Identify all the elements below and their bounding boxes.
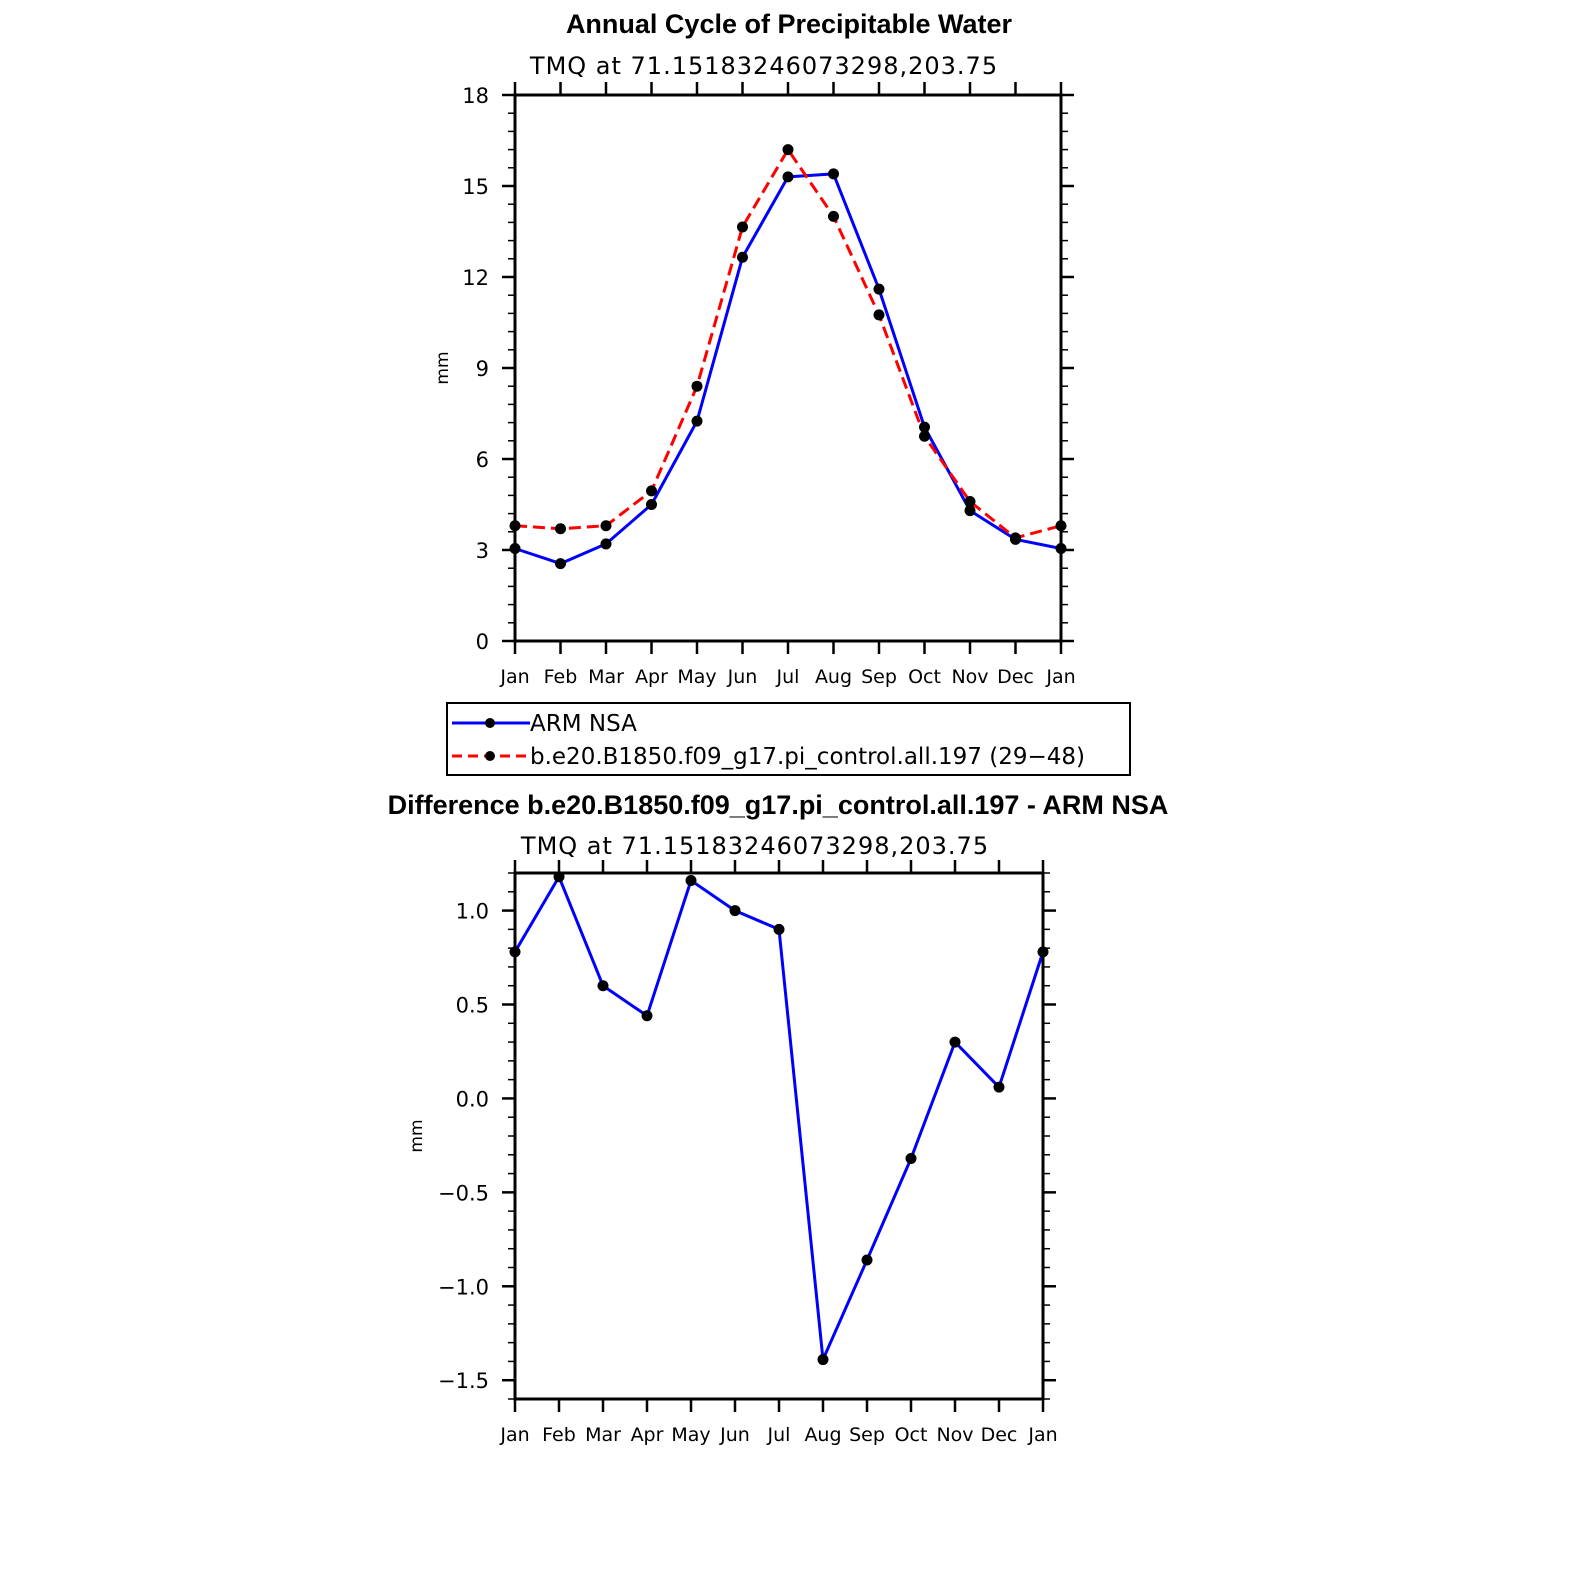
data-point — [691, 415, 703, 427]
data-point — [729, 905, 741, 917]
x-tick-label: Oct — [895, 1424, 928, 1446]
chart-subtitle: TMQ at 71.15183246073298,203.75 — [520, 832, 989, 860]
annual-cycle-panel: Annual Cycle of Precipitable Water TMQ a… — [433, 9, 1131, 776]
data-point — [828, 168, 839, 180]
x-tick-label: May — [671, 1424, 710, 1446]
y-tick-label: −1.0 — [438, 1275, 489, 1299]
difference-panel: Difference b.e20.B1850.f09_g17.pi_contro… — [388, 790, 1169, 1446]
data-point — [1010, 532, 1021, 544]
legend-label-arm-nsa: ARM NSA — [530, 711, 637, 737]
y-tick-label: −1.5 — [438, 1369, 489, 1393]
data-point — [905, 1153, 917, 1165]
series-line-1 — [514, 148, 1062, 540]
legend: ARM NSA b.e20.B1850.f09_g17.pi_control.a… — [446, 702, 1131, 776]
series-line-0 — [513, 875, 1045, 1361]
data-point — [600, 538, 612, 550]
y-tick-label: 6 — [476, 448, 489, 472]
data-point — [773, 923, 785, 935]
y-tick-label: 1.0 — [456, 900, 489, 924]
x-tick-label: Dec — [981, 1424, 1018, 1446]
x-tick-label: Feb — [544, 666, 578, 688]
x-tick-label: Sep — [849, 1424, 885, 1446]
axis-ticks: Jan Feb Mar Apr May Jun Jul Aug Sep Oct Nov Dec Jan 0… — [462, 82, 1076, 688]
legend-marker-arm-nsa — [485, 718, 495, 728]
x-tick-label: Feb — [542, 1424, 576, 1446]
data-point — [597, 980, 609, 992]
data-point — [949, 1036, 961, 1048]
series-line-0 — [514, 172, 1062, 566]
data-point — [737, 221, 748, 233]
y-tick-label: 0.5 — [456, 994, 489, 1018]
x-tick-label: Apr — [631, 1424, 664, 1446]
y-axis-label: mm — [407, 1119, 427, 1152]
x-tick-label: Jan — [499, 666, 529, 688]
x-tick-label: Jul — [776, 666, 800, 688]
x-tick-label: Jan — [1027, 1424, 1057, 1446]
legend-label-model: b.e20.B1850.f09_g17.pi_control.all.197 (… — [530, 744, 1085, 770]
x-tick-label: Aug — [804, 1424, 841, 1446]
chart-title: Annual Cycle of Precipitable Water — [566, 9, 1013, 39]
y-tick-label: 0 — [476, 630, 489, 654]
legend-box — [446, 702, 1131, 776]
y-tick-label: 15 — [462, 175, 489, 199]
data-point — [993, 1081, 1005, 1093]
x-tick-label: Jun — [719, 1424, 750, 1446]
y-tick-label: 9 — [476, 357, 489, 381]
y-tick-label: −0.5 — [438, 1181, 489, 1205]
x-tick-label: Mar — [588, 666, 624, 688]
data-point — [555, 523, 566, 535]
y-tick-label: 3 — [476, 539, 489, 563]
plot-frame — [513, 871, 1045, 1401]
x-tick-label: Nov — [936, 1424, 973, 1446]
data-point — [782, 144, 794, 156]
data-point — [600, 520, 612, 532]
data-point — [691, 380, 703, 392]
data-point — [964, 505, 976, 517]
legend-marker-model — [485, 751, 495, 761]
plot-series — [509, 144, 1067, 570]
x-tick-label: Jan — [499, 1424, 529, 1446]
data-point — [873, 283, 885, 295]
data-point — [919, 430, 930, 442]
y-tick-label: 0.0 — [456, 1087, 489, 1111]
plot-frame — [513, 93, 1063, 643]
data-point — [964, 495, 976, 507]
chart-title: Difference b.e20.B1850.f09_g17.pi_contro… — [388, 790, 1169, 820]
x-tick-label: Nov — [951, 666, 988, 688]
x-tick-label: Aug — [815, 666, 852, 688]
data-point — [646, 485, 657, 497]
chart-subtitle: TMQ at 71.15183246073298,203.75 — [529, 52, 998, 80]
data-point — [861, 1254, 873, 1266]
x-tick-label: Jan — [1045, 666, 1075, 688]
data-point — [919, 421, 930, 433]
data-point — [641, 1010, 653, 1022]
plot-series — [509, 871, 1049, 1366]
data-point — [646, 499, 657, 510]
x-tick-label: Apr — [635, 666, 668, 688]
y-axis-label: mm — [433, 351, 453, 384]
data-point — [873, 309, 885, 321]
data-point — [782, 171, 794, 183]
data-point — [817, 1354, 829, 1366]
x-tick-label: Dec — [997, 666, 1034, 688]
x-tick-label: Jul — [767, 1424, 791, 1446]
axis-ticks: Jan Feb Mar Apr May Jun Jul Aug Sep Oct Nov Dec Jan −… — [438, 860, 1058, 1446]
x-tick-label: Oct — [908, 666, 941, 688]
data-point — [828, 210, 839, 222]
x-tick-label: May — [677, 666, 716, 688]
data-point — [737, 251, 748, 263]
y-tick-label: 18 — [462, 84, 489, 108]
data-point — [685, 875, 697, 887]
x-tick-label: Jun — [727, 666, 758, 688]
y-tick-label: 12 — [462, 266, 489, 290]
x-tick-label: Sep — [861, 666, 897, 688]
x-tick-label: Mar — [585, 1424, 621, 1446]
data-point — [555, 558, 566, 570]
